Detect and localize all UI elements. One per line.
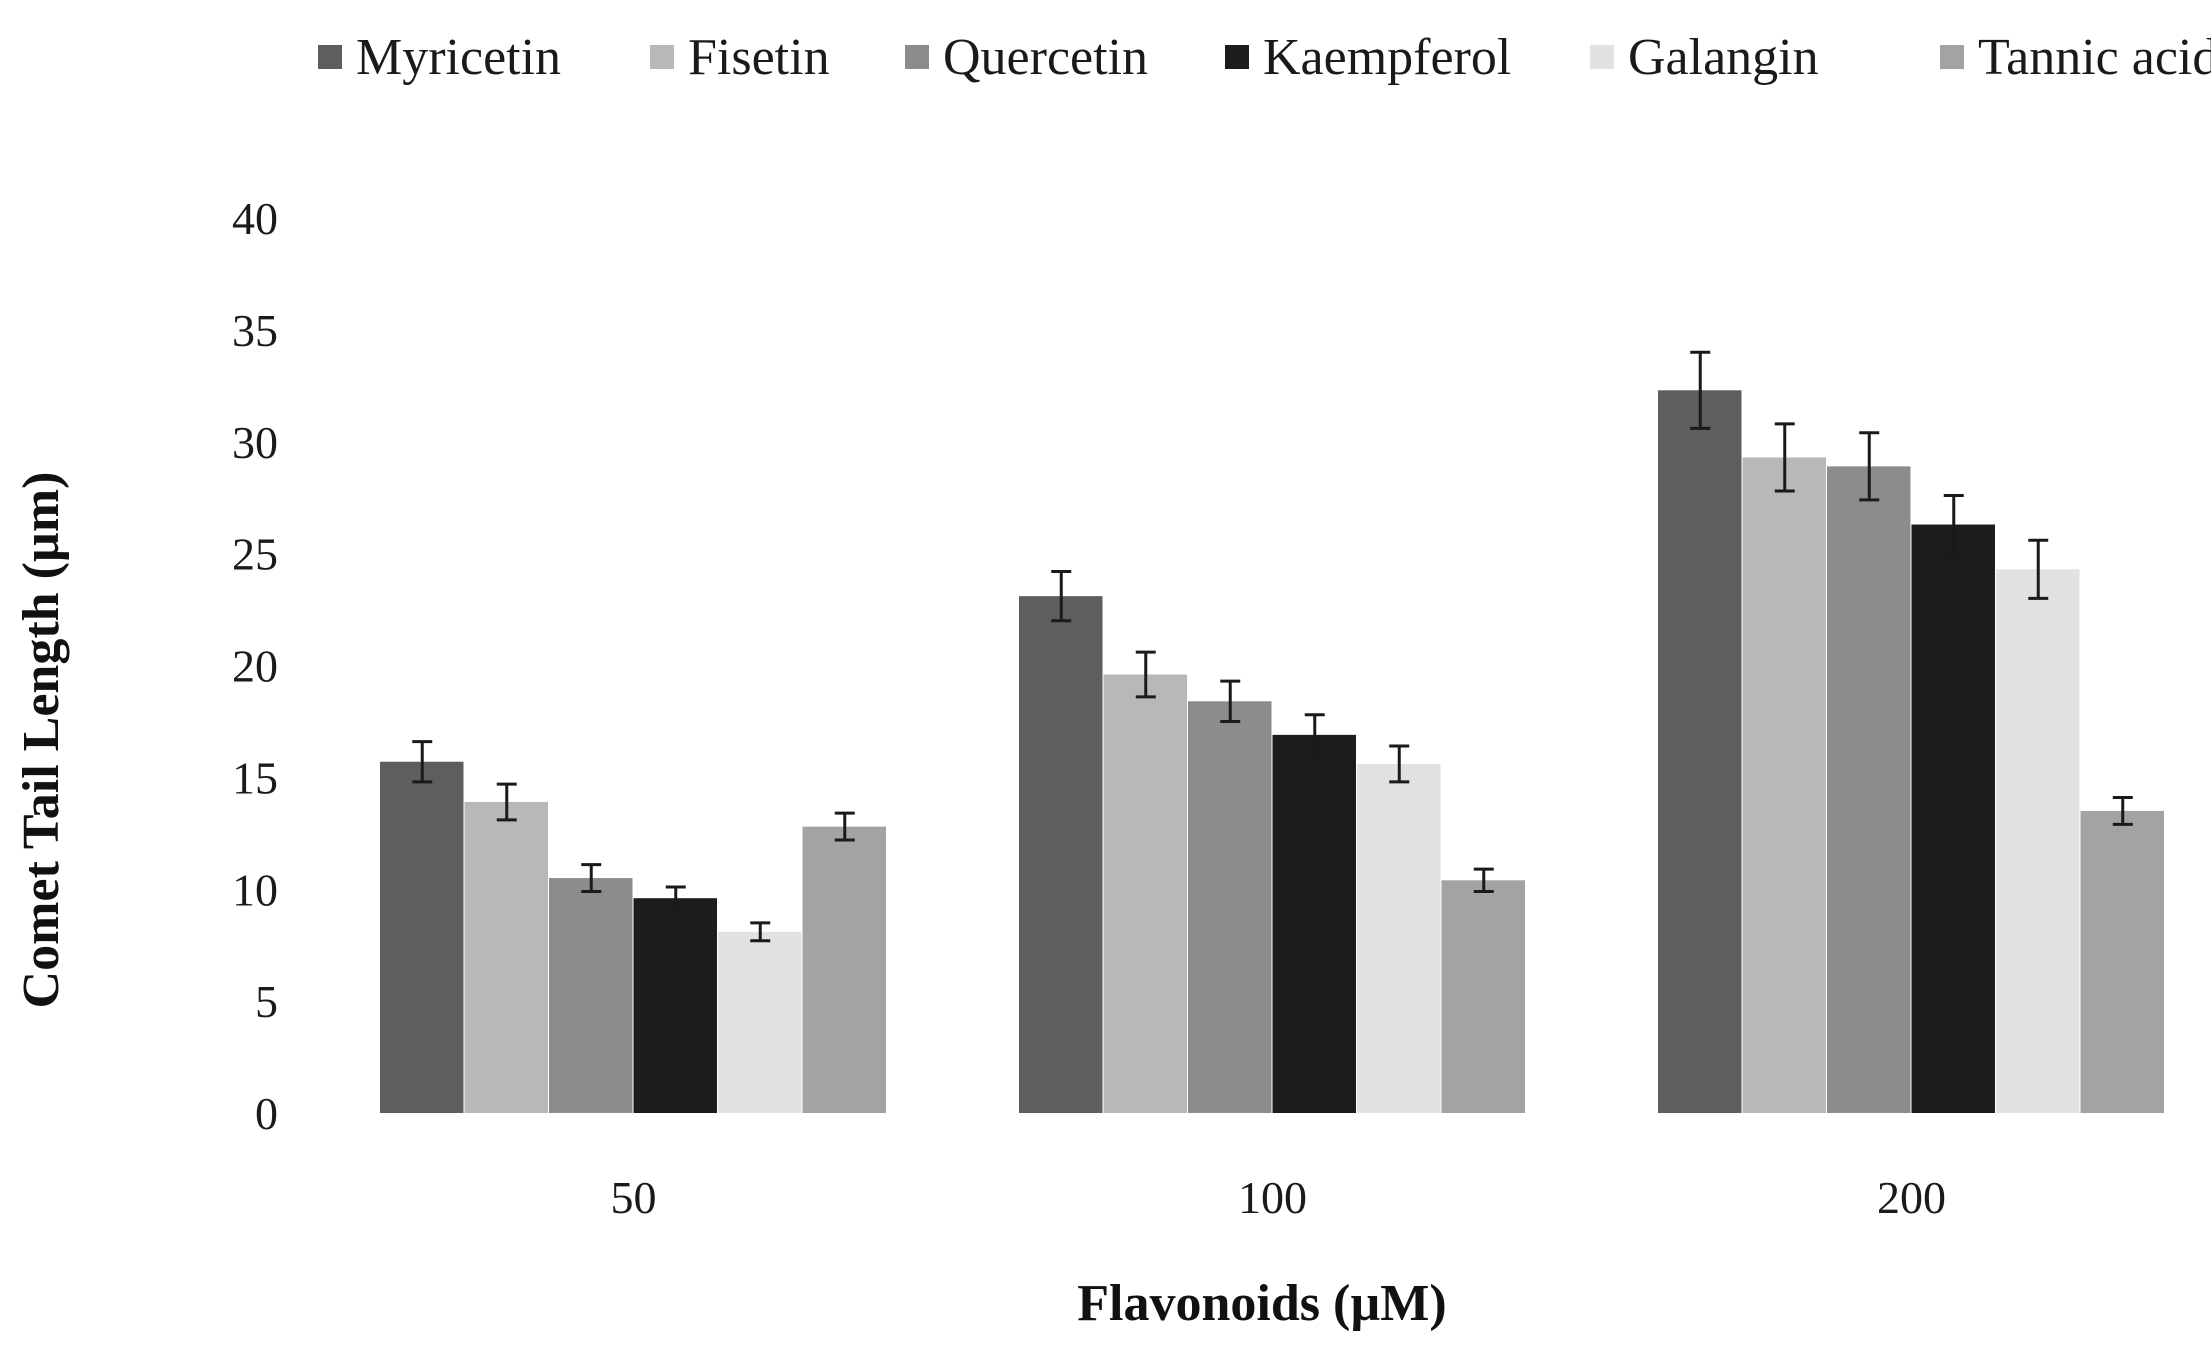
legend-swatch-fisetin: [650, 45, 674, 69]
error-bar-galangin-200: [2028, 538, 2049, 600]
bar-galangin-100: [1357, 763, 1441, 1113]
legend-label-quercetin: Quercetin: [943, 29, 1148, 86]
legend: Myricetin Fisetin Quercetin Kaempferol Galan…: [318, 29, 2211, 86]
legend-item-tannic-acid: Tannic acid: [1940, 29, 2211, 86]
bars: [380, 350, 2164, 1114]
bar-galangin-50: [718, 931, 802, 1113]
bar-kaempferol-100: [1272, 734, 1356, 1113]
legend-label-myricetin: Myricetin: [356, 29, 561, 86]
bar-quercetin-100: [1188, 701, 1272, 1113]
bar-myricetin-50: [380, 761, 464, 1113]
legend-swatch-tannic-acid: [1940, 45, 1964, 69]
error-bar-fisetin-100: [1135, 650, 1156, 699]
x-tick-label-100: 100: [1238, 1172, 1307, 1223]
legend-item-galangin: Galangin: [1590, 29, 1819, 86]
bar-quercetin-50: [549, 878, 633, 1113]
x-axis-ticks: 50 100 200: [611, 1172, 1947, 1223]
error-bar-fisetin-50: [496, 782, 517, 822]
y-tick-label: 35: [232, 305, 278, 356]
error-bar-galangin-50: [750, 921, 771, 943]
y-tick-label: 30: [232, 417, 278, 468]
error-bar-quercetin-50: [581, 863, 602, 893]
error-bar-kaempferol-100: [1304, 713, 1325, 757]
legend-label-fisetin: Fisetin: [688, 29, 830, 86]
error-bar-tannic-acid-100: [1473, 867, 1494, 893]
error-bar-galangin-100: [1389, 744, 1410, 784]
error-bar-kaempferol-200: [1943, 493, 1964, 556]
legend-swatch-kaempferol: [1225, 45, 1249, 69]
error-bar-myricetin-100: [1051, 570, 1072, 623]
x-tick-label-200: 200: [1877, 1172, 1946, 1223]
bar-tannic-acid-50: [802, 826, 886, 1113]
legend-label-galangin: Galangin: [1628, 29, 1819, 86]
error-bar-quercetin-200: [1859, 431, 1880, 502]
error-bar-quercetin-100: [1220, 679, 1241, 723]
legend-label-kaempferol: Kaempferol: [1263, 29, 1511, 86]
legend-item-myricetin: Myricetin: [318, 29, 561, 86]
y-tick-label: 20: [232, 641, 278, 692]
bar-group-100: [1019, 570, 1525, 1113]
y-tick-label: 0: [255, 1088, 278, 1139]
legend-label-tannic-acid: Tannic acid: [1978, 29, 2211, 86]
legend-swatch-galangin: [1590, 45, 1614, 69]
legend-item-fisetin: Fisetin: [650, 29, 830, 86]
y-tick-label: 15: [232, 752, 278, 803]
bar-group-200: [1658, 350, 2164, 1114]
bar-tannic-acid-200: [2080, 810, 2164, 1113]
x-axis-title: Flavonoids (µM): [1077, 1275, 1446, 1332]
error-bar-fisetin-200: [1774, 422, 1795, 493]
bar-galangin-200: [1996, 569, 2080, 1113]
y-axis-ticks: 0 5 10 15 20 25 30 35 40: [232, 193, 278, 1139]
error-bar-tannic-acid-50: [834, 811, 855, 842]
error-bar-kaempferol-50: [665, 885, 686, 911]
error-bar-myricetin-200: [1690, 350, 1711, 430]
bar-kaempferol-50: [633, 898, 717, 1113]
bar-myricetin-100: [1019, 596, 1103, 1113]
x-tick-label-50: 50: [611, 1172, 657, 1223]
bar-fisetin-50: [464, 801, 548, 1113]
error-bar-myricetin-50: [412, 740, 433, 784]
legend-item-kaempferol: Kaempferol: [1225, 29, 1511, 86]
legend-swatch-myricetin: [318, 45, 342, 69]
y-tick-label: 25: [232, 529, 278, 580]
bar-fisetin-100: [1103, 674, 1187, 1113]
y-tick-label: 10: [232, 864, 278, 915]
y-tick-label: 40: [232, 193, 278, 244]
legend-item-quercetin: Quercetin: [905, 29, 1148, 86]
bar-quercetin-200: [1827, 466, 1911, 1113]
error-bar-tannic-acid-200: [2112, 796, 2133, 826]
bar-group-50: [380, 740, 886, 1113]
bar-myricetin-200: [1658, 390, 1742, 1114]
bar-kaempferol-200: [1911, 524, 1995, 1113]
legend-swatch-quercetin: [905, 45, 929, 69]
y-tick-label: 5: [255, 976, 278, 1027]
bar-tannic-acid-100: [1441, 880, 1525, 1113]
y-axis-title: Comet Tail Length (µm): [13, 472, 70, 1009]
bar-fisetin-200: [1742, 457, 1826, 1114]
